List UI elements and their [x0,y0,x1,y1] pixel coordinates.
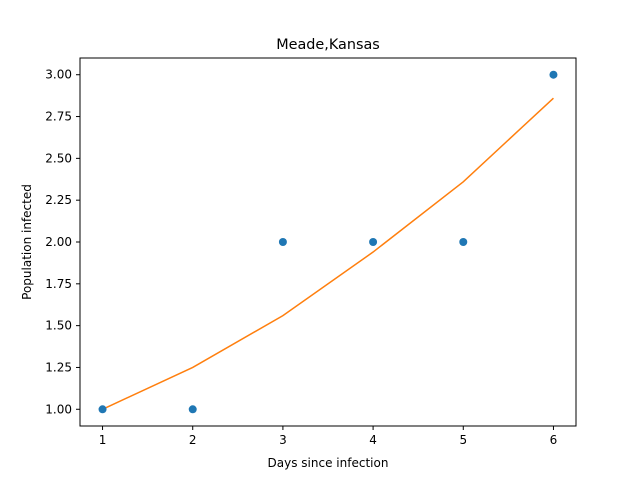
y-tick-label: 2.00 [45,235,72,249]
y-tick-label: 1.00 [45,402,72,416]
data-point [459,238,468,246]
x-tick-label: 1 [99,433,107,447]
data-point [278,238,287,246]
y-tick-label: 1.75 [45,277,72,291]
x-axis: 1 2 3 4 5 6 [99,426,558,447]
data-point [188,405,197,414]
x-tick-label: 4 [369,433,377,447]
y-tick-label: 2.25 [45,193,72,207]
fit-line [102,97,554,410]
x-tick-label: 2 [189,433,197,447]
plot-frame [79,57,577,427]
x-tick-label: 6 [550,433,558,447]
y-tick-label: 2.50 [45,151,72,165]
y-tick-label: 2.75 [45,110,72,124]
y-tick-label: 3.00 [45,68,72,82]
data-point [549,70,558,79]
x-tick-label: 3 [279,433,287,447]
y-axis: 1.00 1.25 1.50 1.75 2.00 2.25 2.50 2.75 3.00 [45,68,80,416]
chart-title: Meade,Kansas [276,37,380,53]
y-tick-label: 1.50 [45,319,72,333]
y-axis-label: Population infected [20,184,34,300]
series-layer [98,70,558,414]
y-tick-label: 1.25 [45,360,72,374]
x-tick-label: 5 [459,433,467,447]
x-axis-label: Days since infection [268,456,389,470]
data-point [369,238,378,246]
data-point [98,405,107,414]
